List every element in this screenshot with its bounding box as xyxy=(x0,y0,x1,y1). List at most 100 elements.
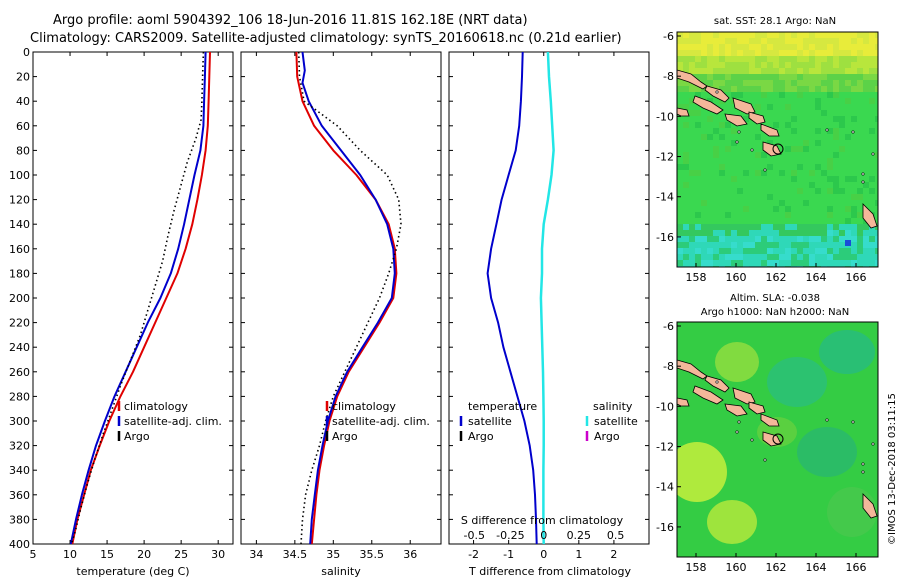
sst-pixel xyxy=(731,224,737,230)
sst-pixel xyxy=(707,56,713,62)
sst-pixel xyxy=(707,134,713,140)
sst-pixel xyxy=(827,86,833,92)
sst-pixel xyxy=(779,224,785,230)
sst-pixel xyxy=(869,56,875,62)
sst-pixel xyxy=(803,236,809,242)
sst-pixel xyxy=(743,80,749,86)
sst-pixel xyxy=(815,104,821,110)
sst-pixel xyxy=(833,248,839,254)
sst-pixel xyxy=(689,98,695,104)
sst-pixel xyxy=(857,86,863,92)
sst-pixel xyxy=(689,44,695,50)
y-tick-label: 240 xyxy=(9,341,30,354)
figure-title-line2: Climatology: CARS2009. Satellite-adjuste… xyxy=(30,31,622,46)
sst-pixel xyxy=(845,38,851,44)
sst-pixel xyxy=(791,80,797,86)
temperature-panel: 0 20 40 60 80 100 120 140 160 180 200 220 240 260 280 3… xyxy=(9,46,234,578)
sst-pixel xyxy=(791,86,797,92)
sst-pixel xyxy=(731,68,737,74)
sst-pixel xyxy=(725,236,731,242)
sst-pixel xyxy=(797,230,803,236)
sst-pixel xyxy=(857,224,863,230)
sst-pixel xyxy=(815,86,821,92)
sst-pixel xyxy=(767,236,773,242)
argo-position-marker xyxy=(772,143,784,155)
sst-pixel xyxy=(767,86,773,92)
sst-pixel xyxy=(797,80,803,86)
y-tick-label: 180 xyxy=(9,267,30,280)
island-shape xyxy=(748,111,766,125)
sst-pixel xyxy=(689,260,695,266)
sst-pixel xyxy=(767,104,773,110)
sst-pixel xyxy=(695,122,701,128)
sst-pixel xyxy=(785,206,791,212)
sst-pixel xyxy=(833,62,839,68)
x-tick-label: 0 xyxy=(540,548,547,561)
sst-pixel xyxy=(695,68,701,74)
sla-patch xyxy=(715,342,759,382)
sst-pixel xyxy=(803,50,809,56)
islet-marker xyxy=(750,438,754,442)
sst-pixel xyxy=(695,260,701,266)
sst-pixel xyxy=(833,86,839,92)
sst-pixel xyxy=(779,50,785,56)
sst-pixel xyxy=(827,206,833,212)
sst-pixel xyxy=(761,50,767,56)
sst-pixel xyxy=(815,164,821,170)
island-shape xyxy=(724,113,748,127)
sst-pixel xyxy=(857,242,863,248)
island-shape xyxy=(862,493,878,519)
sst-pixel xyxy=(725,74,731,80)
y-tick-label: 300 xyxy=(9,415,30,428)
sst-pixel xyxy=(725,50,731,56)
series-line-salinity-satellite xyxy=(539,51,555,545)
sst-pixel xyxy=(767,260,773,266)
sst-pixel xyxy=(785,230,791,236)
sst-pixel xyxy=(719,44,725,50)
sst-pixel xyxy=(701,230,707,236)
sst-pixel xyxy=(731,140,737,146)
sst-pixel xyxy=(857,230,863,236)
sst-pixel xyxy=(833,128,839,134)
sst-pixel xyxy=(719,122,725,128)
sst-pixel xyxy=(701,68,707,74)
x-tick-label: -1 xyxy=(503,548,514,561)
sst-pixel xyxy=(791,68,797,74)
sst-pixel xyxy=(695,56,701,62)
islet-marker xyxy=(763,168,767,172)
sst-pixel xyxy=(683,56,689,62)
sst-pixel xyxy=(851,32,857,38)
sst-pixel xyxy=(695,254,701,260)
sst-pixel xyxy=(719,254,725,260)
sst-pixel xyxy=(737,92,743,98)
sst-pixel xyxy=(845,248,851,254)
sst-pixel xyxy=(701,224,707,230)
sst-pixel xyxy=(809,74,815,80)
sst-pixel xyxy=(875,44,878,50)
sst-pixel xyxy=(839,38,845,44)
sst-pixel xyxy=(803,230,809,236)
sst-pixel xyxy=(851,86,857,92)
x-tick-label: 10 xyxy=(63,548,77,561)
sst-pixel xyxy=(695,110,701,116)
sst-pixel xyxy=(803,140,809,146)
sst-pixel xyxy=(677,86,683,92)
sst-pixel xyxy=(689,50,695,56)
sst-pixel xyxy=(689,38,695,44)
sst-pixel xyxy=(779,230,785,236)
sst-pixel xyxy=(749,248,755,254)
sst-pixel xyxy=(851,56,857,62)
series-line-satellite-adj-clim- xyxy=(301,51,396,545)
sst-pixel xyxy=(701,260,707,266)
sst-pixel xyxy=(695,44,701,50)
sst-pixel xyxy=(701,74,707,80)
sst-pixel xyxy=(875,80,878,86)
sst-pixel xyxy=(827,92,833,98)
sla-patch xyxy=(797,427,857,477)
sst-pixel xyxy=(803,260,809,266)
sst-pixel xyxy=(797,86,803,92)
sst-pixel xyxy=(827,260,833,266)
sst-pixel xyxy=(743,62,749,68)
sst-pixel xyxy=(749,38,755,44)
sst-pixel xyxy=(863,254,869,260)
